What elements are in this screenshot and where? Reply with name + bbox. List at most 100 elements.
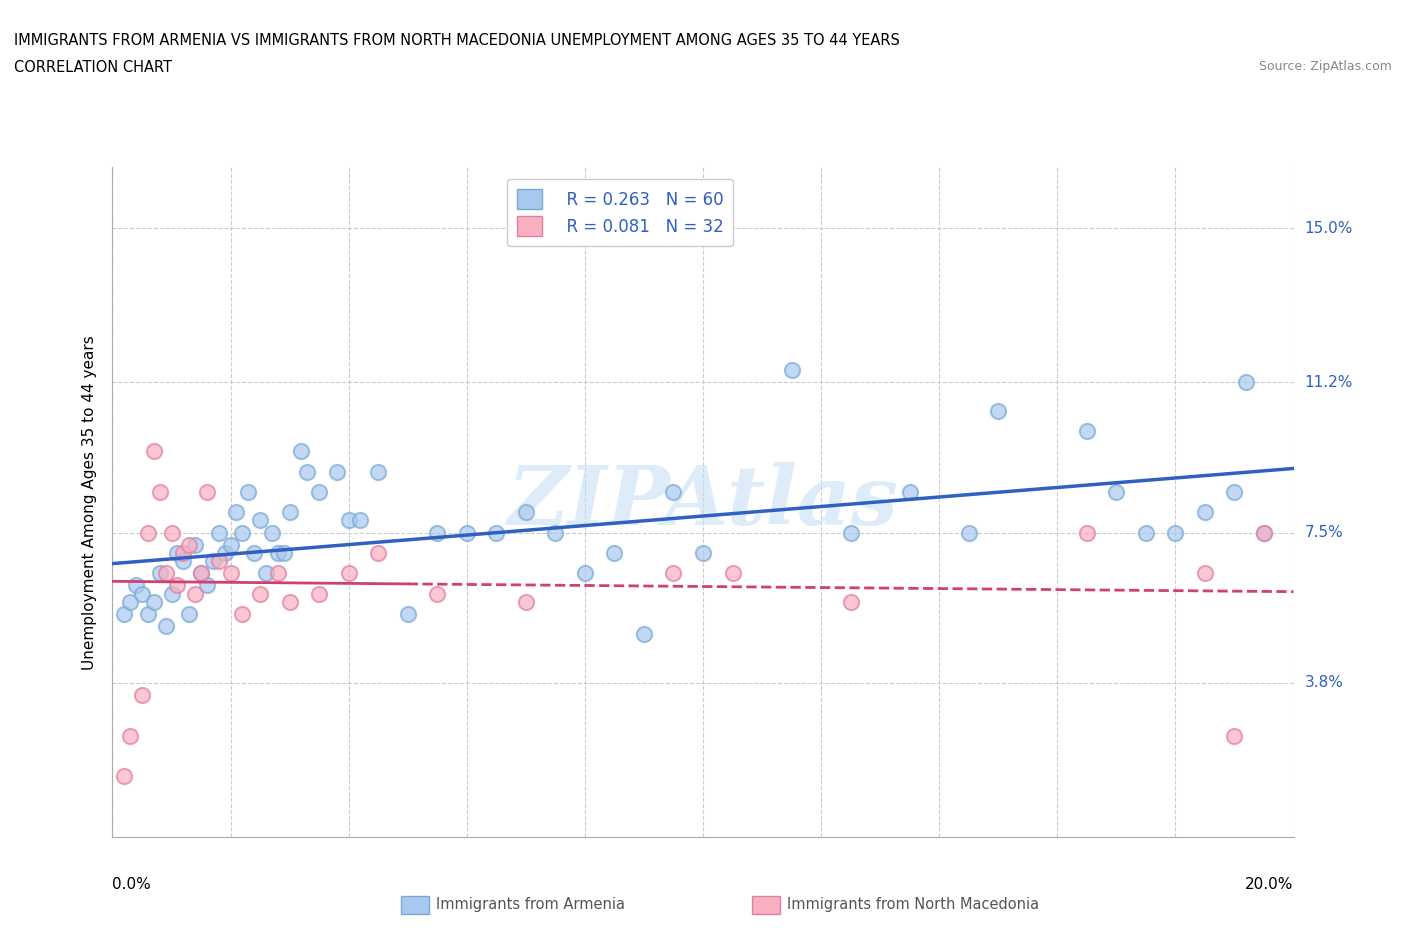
Point: [544, 525, 567, 540]
Point: [131, 687, 153, 702]
Point: [308, 485, 330, 499]
Point: [515, 505, 537, 520]
Point: [1253, 525, 1275, 540]
Point: [1194, 565, 1216, 580]
Point: [136, 606, 159, 621]
Point: [349, 513, 371, 528]
Point: [1164, 525, 1187, 540]
Point: [308, 586, 330, 601]
Point: [1223, 485, 1246, 499]
Point: [367, 546, 389, 561]
Point: [260, 525, 283, 540]
Point: [839, 594, 862, 609]
Point: [184, 586, 207, 601]
Point: [426, 525, 449, 540]
Point: [179, 606, 201, 621]
Point: [1253, 525, 1275, 540]
Point: [254, 565, 277, 580]
Point: [662, 485, 685, 499]
Point: [160, 525, 183, 540]
Point: [231, 525, 253, 540]
Point: [780, 363, 803, 378]
Point: [155, 618, 177, 633]
Point: [201, 553, 224, 568]
Point: [214, 546, 236, 561]
Y-axis label: Unemployment Among Ages 35 to 44 years: Unemployment Among Ages 35 to 44 years: [82, 335, 97, 670]
Point: [1076, 525, 1098, 540]
Point: [1076, 424, 1098, 439]
Text: 15.0%: 15.0%: [1305, 220, 1353, 236]
Point: [179, 538, 201, 552]
Point: [987, 404, 1010, 418]
Point: [662, 565, 685, 580]
Point: [692, 546, 714, 561]
Text: Source: ZipAtlas.com: Source: ZipAtlas.com: [1258, 60, 1392, 73]
Point: [278, 505, 301, 520]
Point: [112, 769, 135, 784]
Point: [249, 513, 271, 528]
Point: [172, 553, 194, 568]
Point: [131, 586, 153, 601]
Point: [219, 538, 242, 552]
Point: [225, 505, 247, 520]
Point: [155, 565, 177, 580]
Point: [190, 565, 212, 580]
Point: [267, 565, 290, 580]
Point: [166, 578, 188, 592]
Text: ZIPAtlas: ZIPAtlas: [508, 462, 898, 542]
Point: [515, 594, 537, 609]
Point: [273, 546, 295, 561]
Point: [142, 444, 165, 458]
Point: [149, 565, 172, 580]
Text: IMMIGRANTS FROM ARMENIA VS IMMIGRANTS FROM NORTH MACEDONIA UNEMPLOYMENT AMONG AG: IMMIGRANTS FROM ARMENIA VS IMMIGRANTS FR…: [14, 33, 900, 47]
Text: CORRELATION CHART: CORRELATION CHART: [14, 60, 172, 75]
Point: [125, 578, 148, 592]
Text: 0.0%: 0.0%: [112, 877, 152, 892]
Point: [898, 485, 921, 499]
Point: [367, 464, 389, 479]
Text: 7.5%: 7.5%: [1305, 525, 1343, 540]
Point: [172, 546, 194, 561]
Point: [149, 485, 172, 499]
Point: [112, 606, 135, 621]
Point: [238, 485, 260, 499]
Text: 3.8%: 3.8%: [1305, 675, 1344, 690]
Point: [1234, 375, 1257, 390]
Point: [1105, 485, 1128, 499]
Point: [184, 538, 207, 552]
Point: [231, 606, 253, 621]
Point: [1223, 728, 1246, 743]
Point: [166, 546, 188, 561]
Point: [839, 525, 862, 540]
Point: [195, 578, 218, 592]
Point: [120, 728, 142, 743]
Point: [120, 594, 142, 609]
Point: [633, 627, 655, 642]
Point: [957, 525, 980, 540]
Point: [456, 525, 478, 540]
Point: [195, 485, 218, 499]
Point: [208, 553, 231, 568]
Point: [208, 525, 231, 540]
Point: [326, 464, 349, 479]
Text: 11.2%: 11.2%: [1305, 375, 1353, 390]
Point: [267, 546, 290, 561]
Point: [721, 565, 744, 580]
Point: [426, 586, 449, 601]
Point: [396, 606, 419, 621]
Point: [1194, 505, 1216, 520]
Point: [603, 546, 626, 561]
Point: [136, 525, 159, 540]
Point: [485, 525, 508, 540]
Legend:   R = 0.263   N = 60,   R = 0.081   N = 32: R = 0.263 N = 60, R = 0.081 N = 32: [508, 179, 734, 246]
Point: [297, 464, 319, 479]
Point: [574, 565, 596, 580]
Point: [249, 586, 271, 601]
Point: [278, 594, 301, 609]
Point: [290, 444, 312, 458]
Point: [337, 513, 360, 528]
Point: [160, 586, 183, 601]
Point: [142, 594, 165, 609]
Text: Immigrants from Armenia: Immigrants from Armenia: [436, 897, 624, 912]
Text: 20.0%: 20.0%: [1246, 877, 1294, 892]
